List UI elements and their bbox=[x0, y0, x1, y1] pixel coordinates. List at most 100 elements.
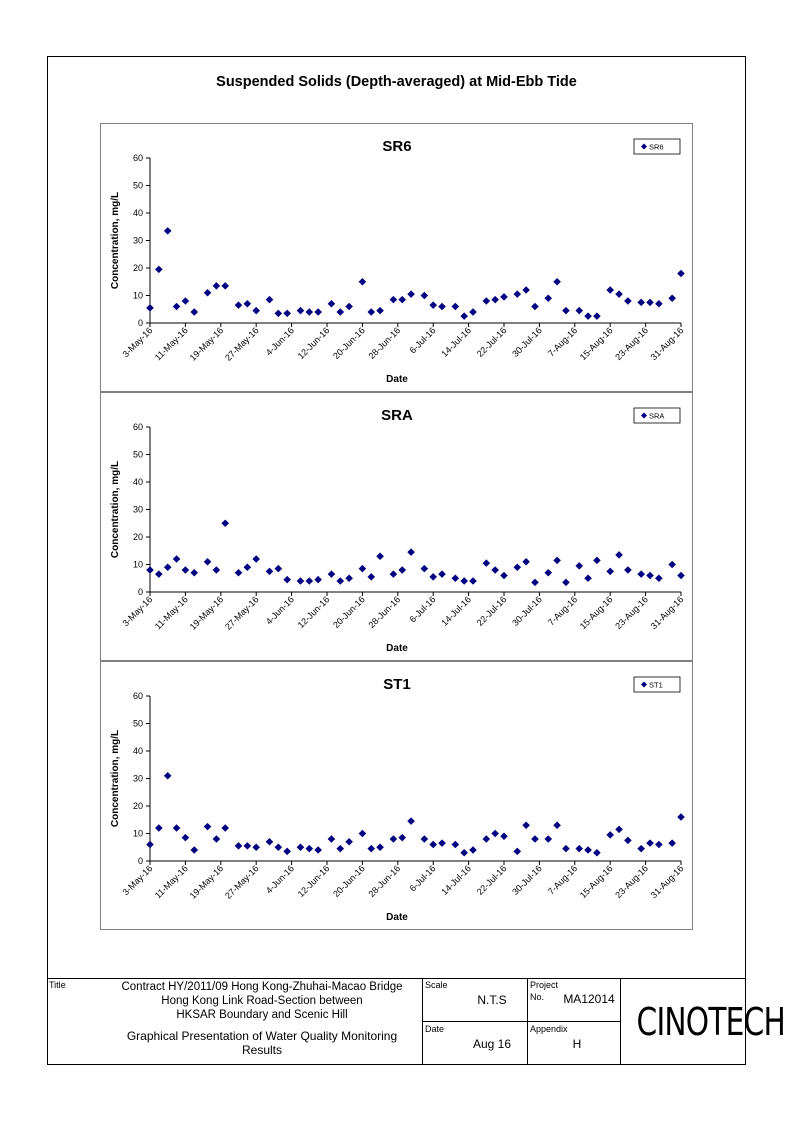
date-label: Date bbox=[425, 1024, 445, 1034]
data-point bbox=[438, 839, 446, 847]
data-point bbox=[252, 843, 260, 852]
x-tick-label: 27-May-16 bbox=[223, 863, 260, 900]
data-point bbox=[637, 570, 645, 578]
appendix-label: Appendix bbox=[530, 1024, 568, 1034]
data-point bbox=[234, 842, 243, 850]
data-point bbox=[358, 829, 367, 838]
x-tick-label: 7-Aug-16 bbox=[546, 594, 579, 627]
y-axis-label: Concentration, mg/L bbox=[110, 461, 121, 558]
data-point bbox=[243, 299, 252, 308]
legend-label: ST1 bbox=[649, 681, 663, 690]
data-point bbox=[265, 837, 274, 846]
data-point bbox=[522, 286, 530, 294]
data-point bbox=[655, 299, 663, 308]
data-point bbox=[203, 557, 212, 566]
y-tick-label: 0 bbox=[138, 587, 143, 597]
y-tick-label: 30 bbox=[133, 505, 143, 515]
y-axis-label: Concentration, mg/L bbox=[110, 192, 121, 289]
data-point bbox=[562, 578, 570, 587]
y-tick-label: 30 bbox=[133, 774, 143, 784]
data-point bbox=[575, 562, 584, 570]
data-point bbox=[163, 771, 172, 780]
data-point bbox=[469, 577, 477, 585]
x-tick-label: 27-May-16 bbox=[223, 594, 260, 631]
data-point bbox=[345, 574, 353, 583]
data-point bbox=[163, 227, 172, 235]
x-tick-label: 11-May-16 bbox=[153, 325, 190, 362]
data-point bbox=[562, 844, 570, 853]
data-point bbox=[655, 840, 663, 849]
x-tick-label: 14-Jul-16 bbox=[439, 594, 473, 628]
x-tick-label: 22-Jul-16 bbox=[475, 594, 509, 628]
scale-value: N.T.S bbox=[477, 993, 507, 1007]
data-point bbox=[668, 839, 676, 847]
data-point bbox=[491, 566, 499, 574]
project-label: Project bbox=[530, 980, 559, 990]
data-point bbox=[460, 577, 468, 585]
chart-panel-sra: SRA 0 10 20 30 40 50 60 3-May-16 11-May-16 19-May-… bbox=[100, 392, 693, 661]
data-point bbox=[376, 552, 384, 561]
data-point bbox=[190, 308, 199, 316]
x-tick-label: 6-Jul-16 bbox=[408, 594, 438, 624]
x-tick-label: 4-Jun-16 bbox=[264, 325, 296, 357]
data-point bbox=[305, 577, 314, 585]
data-point bbox=[646, 571, 654, 580]
data-point bbox=[345, 302, 353, 311]
y-tick-label: 60 bbox=[133, 153, 143, 163]
y-tick-label: 50 bbox=[133, 181, 143, 191]
data-point bbox=[358, 564, 367, 573]
y-tick-label: 20 bbox=[133, 263, 143, 273]
x-tick-label: 22-Jul-16 bbox=[475, 863, 509, 897]
data-point bbox=[460, 312, 468, 320]
x-tick-label: 27-May-16 bbox=[223, 325, 260, 362]
divider bbox=[47, 978, 746, 979]
data-point bbox=[407, 817, 415, 825]
data-point bbox=[451, 302, 460, 311]
data-point bbox=[172, 555, 181, 563]
chart-title: ST1 bbox=[383, 676, 411, 693]
data-point bbox=[212, 835, 221, 843]
data-point bbox=[531, 835, 539, 843]
chart-title: SRA bbox=[381, 407, 413, 424]
data-point bbox=[265, 567, 274, 576]
y-tick-label: 20 bbox=[133, 801, 143, 811]
x-tick-label: 15-Aug-16 bbox=[578, 863, 615, 900]
x-tick-label: 3-May-16 bbox=[120, 863, 154, 897]
data-point bbox=[438, 302, 446, 311]
data-point bbox=[367, 308, 376, 316]
legend-marker bbox=[641, 143, 647, 150]
data-point bbox=[376, 843, 384, 852]
y-tick-label: 40 bbox=[133, 746, 143, 756]
data-point bbox=[146, 840, 154, 849]
data-point bbox=[500, 293, 508, 301]
data-point bbox=[243, 842, 252, 850]
data-point bbox=[615, 825, 623, 834]
data-point bbox=[606, 567, 614, 576]
x-tick-label: 28-Jun-16 bbox=[366, 325, 402, 361]
data-point bbox=[296, 306, 305, 315]
x-tick-label: 14-Jul-16 bbox=[439, 325, 473, 359]
project-no-label: No. bbox=[530, 992, 545, 1002]
data-point bbox=[668, 560, 676, 569]
data-point bbox=[491, 829, 499, 838]
data-point bbox=[190, 846, 199, 854]
x-tick-label: 12-Jun-16 bbox=[296, 863, 332, 899]
data-point bbox=[531, 578, 539, 587]
y-tick-label: 30 bbox=[133, 236, 143, 246]
y-tick-label: 0 bbox=[138, 856, 143, 866]
data-point bbox=[407, 548, 415, 556]
x-tick-label: 31-Aug-16 bbox=[649, 594, 686, 631]
data-point bbox=[274, 843, 283, 852]
data-point bbox=[562, 306, 570, 315]
legend-label: SR6 bbox=[649, 143, 664, 152]
legend-box bbox=[633, 676, 681, 693]
x-tick-label: 19-May-16 bbox=[188, 594, 225, 631]
y-tick-label: 40 bbox=[133, 477, 143, 487]
data-point bbox=[429, 301, 437, 309]
data-point bbox=[513, 290, 522, 298]
data-point bbox=[429, 573, 437, 581]
data-point bbox=[429, 840, 437, 849]
data-point bbox=[482, 835, 491, 843]
data-point bbox=[677, 813, 685, 821]
data-point bbox=[637, 844, 645, 853]
